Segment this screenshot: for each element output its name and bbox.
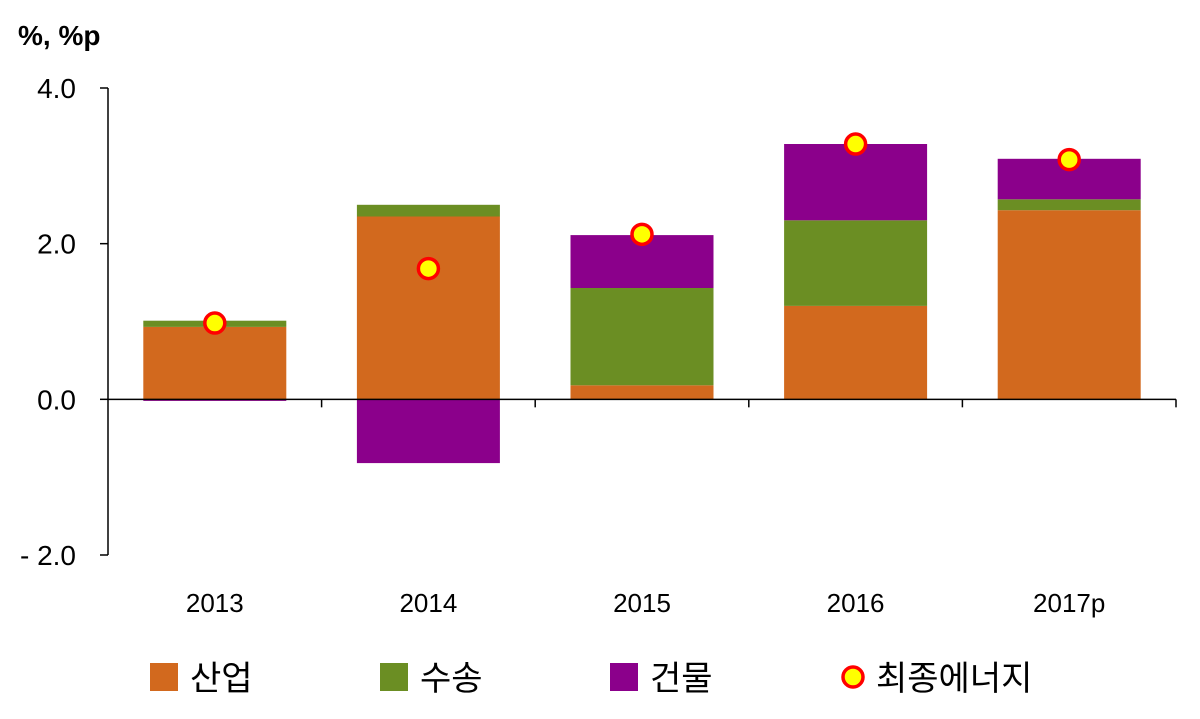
bar-산업-2017p (997, 210, 1141, 400)
x-category-label: 2013 (186, 588, 244, 618)
y-tick-label: 4.0 (37, 73, 76, 104)
legend-swatch-산업 (150, 663, 178, 691)
bar-건물-2016 (784, 144, 928, 221)
legend-label-건물: 건물 (650, 659, 713, 699)
y-tick-label: 2.0 (37, 229, 76, 260)
marker-2014 (416, 256, 441, 281)
x-category-label: 2017p (1033, 588, 1105, 618)
marker-2013 (203, 311, 227, 335)
x-category-label: 2014 (399, 588, 457, 618)
marker-2016 (843, 132, 868, 156)
legend-label-산업: 산업 (190, 659, 253, 699)
bar-건물-2014 (356, 399, 500, 464)
marker-2015 (630, 222, 654, 247)
bar-건물-2013 (143, 399, 287, 401)
bar-산업-2013 (143, 326, 287, 400)
legend-label-최종에너지: 최종에너지 (876, 659, 1032, 699)
y-unit-label: %, %p (18, 20, 100, 51)
marker-2017p (1057, 147, 1081, 172)
bar-산업-2015 (570, 385, 714, 400)
x-category-label: 2015 (613, 588, 671, 618)
legend-swatch-건물 (610, 663, 638, 691)
bar-산업-2016 (784, 305, 928, 400)
bar-수송-2015 (570, 288, 714, 386)
legend-swatch-수송 (380, 663, 408, 691)
bar-수송-2017p (997, 199, 1141, 211)
y-tick-label: - 2.0 (20, 540, 76, 571)
bar-수송-2014 (356, 204, 500, 217)
bar-산업-2014 (356, 216, 500, 400)
bar-수송-2016 (784, 220, 928, 306)
legend-marker-icon (841, 665, 865, 689)
x-category-label: 2016 (827, 588, 885, 618)
legend-label-수송: 수송 (420, 659, 483, 699)
y-tick-label: 0.0 (37, 384, 76, 415)
